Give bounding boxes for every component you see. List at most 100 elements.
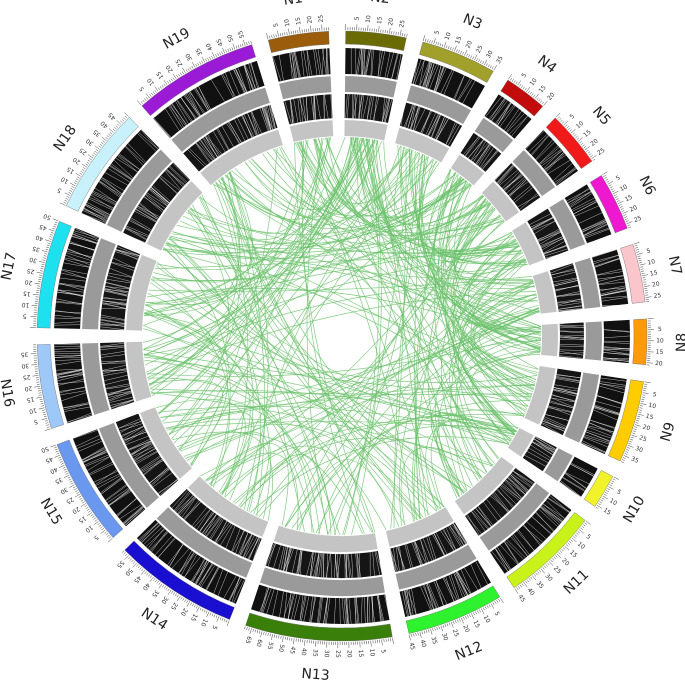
density-gap-line [193, 509, 211, 528]
density-gap-line [86, 202, 110, 215]
tick-mark [431, 40, 433, 44]
tick-mark [52, 227, 56, 230]
tick-mark [555, 112, 561, 118]
density-gap-line [553, 389, 578, 395]
density-gap-line [599, 385, 625, 394]
density-gap-line [428, 583, 439, 608]
tick-mark [239, 44, 242, 48]
density-gap-line [105, 286, 130, 290]
density-gap-line [382, 98, 388, 122]
density-gap-line [362, 95, 369, 120]
tick-mark [161, 84, 164, 88]
density-gap-line [593, 255, 619, 265]
tick-label: 55 [237, 29, 246, 39]
tick-mark [588, 153, 592, 156]
tick-mark [158, 87, 161, 91]
tick-mark [584, 522, 588, 525]
density-gap-line [178, 550, 193, 574]
density-gap-line [353, 94, 358, 119]
tick-mark [38, 407, 45, 410]
tick-mark [568, 540, 572, 544]
density-gap-line [226, 123, 241, 144]
tick-mark [40, 268, 44, 270]
density-gap-line [508, 476, 526, 495]
tick-mark [265, 632, 267, 636]
density-gap-line [107, 387, 131, 396]
tick-mark [408, 634, 411, 641]
density-gap-line [603, 335, 631, 339]
density-gap-line [432, 534, 445, 556]
density-gap-line [494, 548, 509, 572]
density-gap-line [278, 54, 284, 81]
density-gap-line [184, 554, 198, 578]
density-gap-line [440, 530, 455, 551]
density-gap-line [108, 272, 133, 278]
synteny-link [143, 177, 241, 343]
density-gap-line [431, 114, 441, 138]
density-gap-line [134, 210, 157, 223]
tick-mark [558, 118, 562, 121]
density-gap-line [100, 477, 122, 494]
density-gap-line [63, 403, 89, 409]
tick-mark [573, 536, 576, 539]
density-gap-line [538, 231, 561, 242]
synteny-link [208, 452, 299, 530]
density-gap-line [63, 402, 89, 409]
density-track-inner-n12 [389, 522, 468, 573]
density-gap-line [454, 75, 465, 100]
density-gap-line [235, 68, 247, 93]
tick-mark [473, 612, 475, 616]
density-gap-line [153, 117, 172, 138]
tick-mark [163, 79, 168, 86]
tick-mark [123, 552, 126, 555]
tick-mark [137, 100, 142, 106]
density-gap-line [267, 543, 276, 567]
density-gap-line [445, 123, 458, 145]
density-gap-line [205, 136, 218, 158]
density-gap-line [139, 202, 159, 219]
tick-mark [211, 52, 215, 58]
density-gap-line [555, 168, 577, 186]
tick-mark [273, 634, 276, 638]
density-gap-line [280, 546, 286, 571]
density-gap-line [57, 291, 84, 296]
density-gap-line [229, 577, 240, 602]
tick-mark [43, 257, 47, 259]
tick-mark [310, 25, 312, 32]
synteny-link [463, 244, 542, 333]
density-gap-line [178, 552, 195, 574]
tick-mark [199, 607, 202, 611]
density-gap-line [600, 289, 627, 296]
synteny-link [472, 285, 537, 381]
density-gap-line [499, 169, 519, 186]
density-gap-line [502, 483, 521, 500]
tick-mark [543, 565, 547, 569]
density-gap-line [284, 100, 292, 124]
synteny-link [145, 304, 315, 534]
density-gap-line [414, 60, 425, 85]
density-gap-line [216, 128, 229, 151]
density-gap-line [419, 61, 430, 86]
tick-mark [85, 163, 89, 166]
density-gap-line [539, 145, 559, 164]
tick-mark [640, 403, 647, 405]
density-gap-line [384, 99, 393, 123]
synteny-link [205, 414, 525, 481]
tick-mark [443, 41, 447, 48]
synteny-link [315, 350, 541, 534]
density-gap-line [603, 357, 629, 363]
density-gap-line [435, 580, 444, 606]
density-gap-line [531, 516, 552, 534]
tick-mark [484, 606, 487, 610]
density-gap-line [292, 52, 298, 78]
tick-mark [550, 559, 553, 563]
tick-mark [94, 519, 98, 522]
tick-mark [258, 630, 261, 634]
density-gap-line [549, 402, 574, 408]
tick-mark [641, 274, 648, 277]
synteny-link [425, 419, 518, 512]
tick-label: 30 [29, 255, 38, 264]
tick-mark [140, 569, 146, 575]
density-gap-line [243, 114, 255, 137]
density-gap-line [433, 533, 445, 556]
